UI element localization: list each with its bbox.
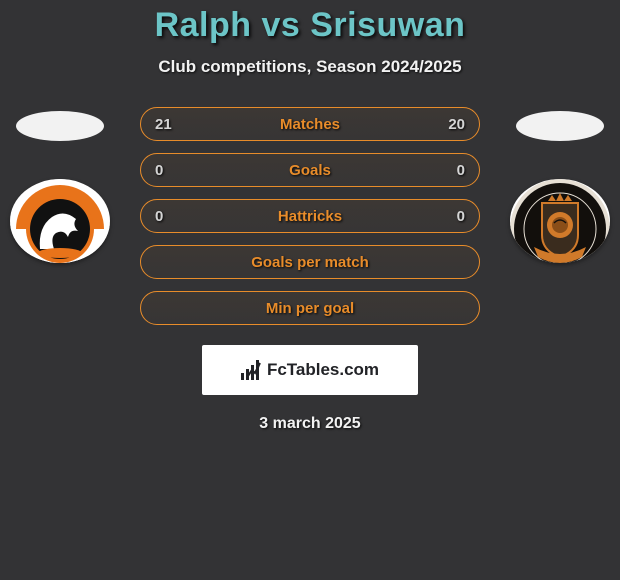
stat-row-hattricks: 0 Hattricks 0 (140, 199, 480, 233)
brand-box[interactable]: FcTables.com (202, 345, 418, 395)
stat-label: Hattricks (141, 208, 479, 225)
right-club-badge (510, 179, 610, 263)
stat-label: Matches (141, 116, 479, 133)
right-club-badge-svg (510, 179, 610, 263)
stat-row-goals-per-match: Goals per match (140, 245, 480, 279)
stats-column: 21 Matches 20 0 Goals 0 0 Hattricks 0 Go… (140, 107, 480, 325)
right-player-col (510, 107, 610, 263)
left-player-col (10, 107, 110, 263)
comparison-card: Ralph vs Srisuwan Club competitions, Sea… (0, 0, 620, 433)
stat-row-goals: 0 Goals 0 (140, 153, 480, 187)
brand-bar-icon (241, 360, 261, 380)
subtitle: Club competitions, Season 2024/2025 (0, 57, 620, 77)
page-title: Ralph vs Srisuwan (0, 6, 620, 45)
left-club-badge (10, 179, 110, 263)
stat-label: Min per goal (141, 300, 479, 317)
right-flag-oval (516, 111, 604, 141)
stat-row-matches: 21 Matches 20 (140, 107, 480, 141)
stat-row-min-per-goal: Min per goal (140, 291, 480, 325)
left-club-badge-svg (10, 179, 110, 263)
date-line: 3 march 2025 (0, 415, 620, 433)
brand-text: FcTables.com (267, 360, 379, 380)
stat-label: Goals per match (141, 254, 479, 271)
brand-arrow-icon (247, 360, 261, 380)
content-row: 21 Matches 20 0 Goals 0 0 Hattricks 0 Go… (0, 107, 620, 325)
left-flag-oval (16, 111, 104, 141)
stat-label: Goals (141, 162, 479, 179)
